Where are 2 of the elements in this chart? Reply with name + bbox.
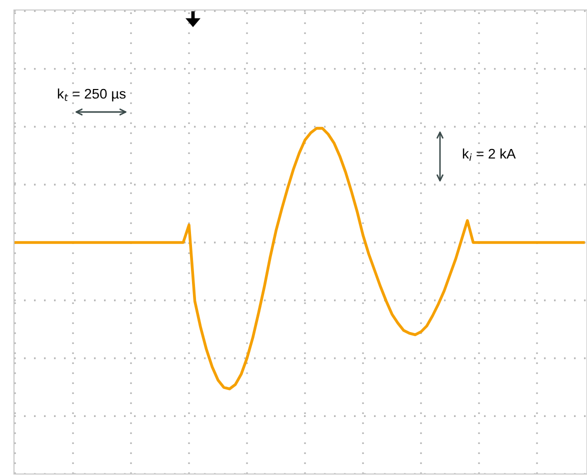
text: k$_{t}$ = 250 µs <box>58 88 126 102</box>
annotation: k$_{i}$ = 2 kA <box>462 148 516 161</box>
